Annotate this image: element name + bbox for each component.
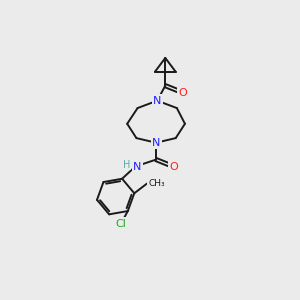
Text: O: O (178, 88, 187, 98)
Text: Cl: Cl (116, 219, 126, 229)
Text: N: N (133, 161, 141, 172)
Text: O: O (169, 161, 178, 172)
Text: H: H (123, 160, 130, 170)
Text: N: N (152, 138, 160, 148)
Text: N: N (153, 96, 161, 106)
Text: N: N (153, 96, 161, 106)
Text: CH₃: CH₃ (148, 179, 165, 188)
